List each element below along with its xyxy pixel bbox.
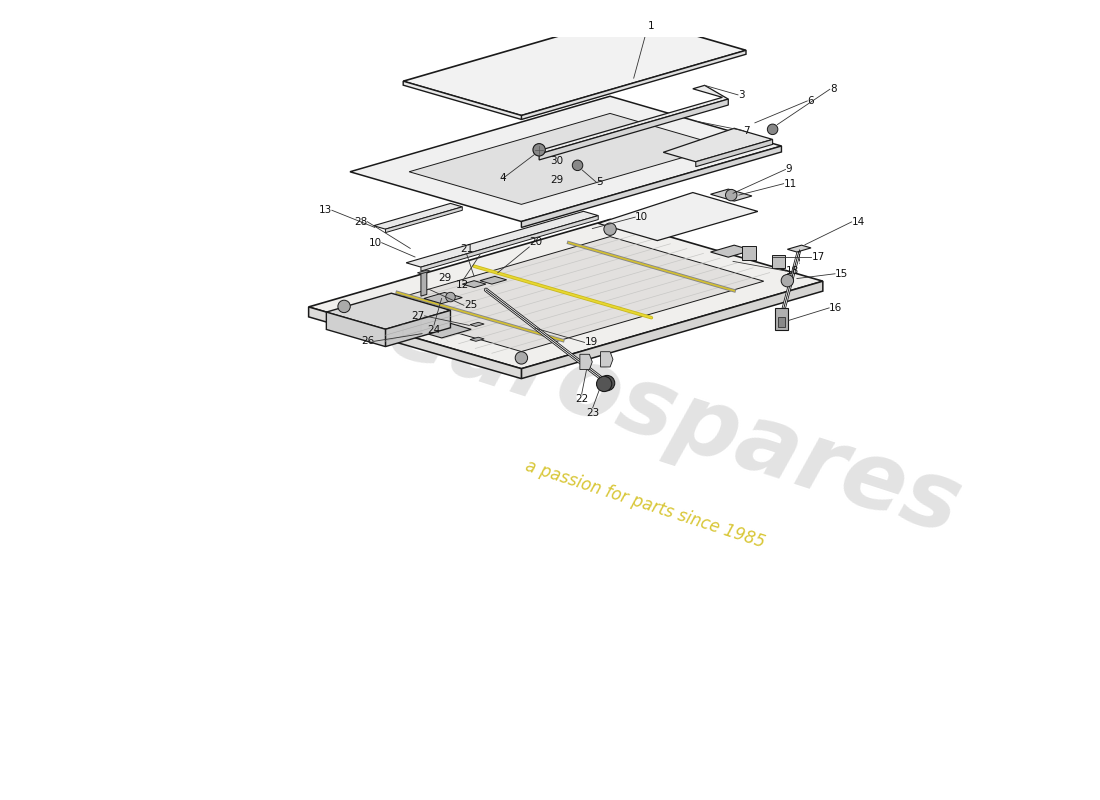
Polygon shape <box>711 189 752 201</box>
Polygon shape <box>421 216 598 271</box>
Text: 29: 29 <box>438 273 451 283</box>
Polygon shape <box>601 352 613 367</box>
Text: 7: 7 <box>744 126 750 136</box>
Polygon shape <box>350 96 781 222</box>
Text: 17: 17 <box>812 252 825 262</box>
Circle shape <box>572 160 583 170</box>
Polygon shape <box>521 146 781 227</box>
Polygon shape <box>774 308 788 330</box>
Polygon shape <box>521 50 746 119</box>
Polygon shape <box>404 16 746 115</box>
Circle shape <box>446 292 455 302</box>
Circle shape <box>600 375 615 390</box>
Circle shape <box>515 352 528 364</box>
Text: 12: 12 <box>456 281 470 290</box>
Text: 6: 6 <box>807 96 814 106</box>
Polygon shape <box>778 318 785 327</box>
Circle shape <box>338 300 350 313</box>
Polygon shape <box>327 312 385 346</box>
Text: 15: 15 <box>835 269 848 278</box>
Circle shape <box>726 190 737 201</box>
Polygon shape <box>696 139 772 166</box>
Polygon shape <box>788 245 811 252</box>
Text: 25: 25 <box>464 300 477 310</box>
Text: 1: 1 <box>648 21 654 30</box>
Text: a passion for parts since 1985: a passion for parts since 1985 <box>524 457 768 552</box>
Text: 21: 21 <box>460 243 473 254</box>
Polygon shape <box>404 81 521 119</box>
Polygon shape <box>772 255 785 268</box>
Polygon shape <box>462 281 486 287</box>
Text: 2: 2 <box>694 0 701 2</box>
Polygon shape <box>367 237 763 351</box>
Text: 3: 3 <box>738 90 745 100</box>
Text: 22: 22 <box>575 394 589 404</box>
Text: 24: 24 <box>428 325 441 335</box>
Text: 10: 10 <box>635 212 648 222</box>
Polygon shape <box>309 219 823 369</box>
Text: 4: 4 <box>499 174 506 183</box>
Polygon shape <box>470 337 484 342</box>
Polygon shape <box>480 276 507 284</box>
Text: 16: 16 <box>829 303 843 313</box>
Polygon shape <box>385 207 462 233</box>
Text: 11: 11 <box>783 178 796 189</box>
Text: 28: 28 <box>354 217 367 226</box>
Polygon shape <box>309 307 521 378</box>
Polygon shape <box>470 322 484 326</box>
Circle shape <box>781 274 793 287</box>
Text: 5: 5 <box>596 178 603 187</box>
Polygon shape <box>385 310 451 346</box>
Polygon shape <box>663 128 772 162</box>
Polygon shape <box>580 354 592 370</box>
Polygon shape <box>628 16 651 32</box>
Text: eurospares: eurospares <box>375 282 972 554</box>
Polygon shape <box>628 9 651 25</box>
Text: 19: 19 <box>584 338 597 347</box>
Text: 29: 29 <box>550 175 563 186</box>
Text: 10: 10 <box>368 238 382 248</box>
Polygon shape <box>628 9 675 23</box>
Text: 26: 26 <box>361 336 374 346</box>
Text: 23: 23 <box>586 408 600 418</box>
Polygon shape <box>406 211 598 267</box>
Polygon shape <box>409 114 723 204</box>
Text: 14: 14 <box>851 217 865 227</box>
Polygon shape <box>534 86 728 154</box>
Polygon shape <box>711 245 752 257</box>
Polygon shape <box>598 193 758 241</box>
Circle shape <box>532 143 546 156</box>
Polygon shape <box>327 294 451 330</box>
Text: 13: 13 <box>319 206 332 215</box>
Polygon shape <box>374 203 462 229</box>
Polygon shape <box>742 246 756 260</box>
Text: 18: 18 <box>785 266 799 276</box>
Text: 9: 9 <box>785 165 792 174</box>
Circle shape <box>596 376 612 391</box>
Circle shape <box>768 124 778 134</box>
Text: 20: 20 <box>529 237 542 247</box>
Polygon shape <box>412 321 471 338</box>
Circle shape <box>604 223 616 235</box>
Polygon shape <box>417 270 430 274</box>
Text: 8: 8 <box>829 84 836 94</box>
Text: 30: 30 <box>550 156 563 166</box>
Polygon shape <box>521 282 823 378</box>
Polygon shape <box>421 271 427 296</box>
Text: 27: 27 <box>411 311 425 321</box>
Polygon shape <box>424 293 462 304</box>
Polygon shape <box>539 99 728 160</box>
